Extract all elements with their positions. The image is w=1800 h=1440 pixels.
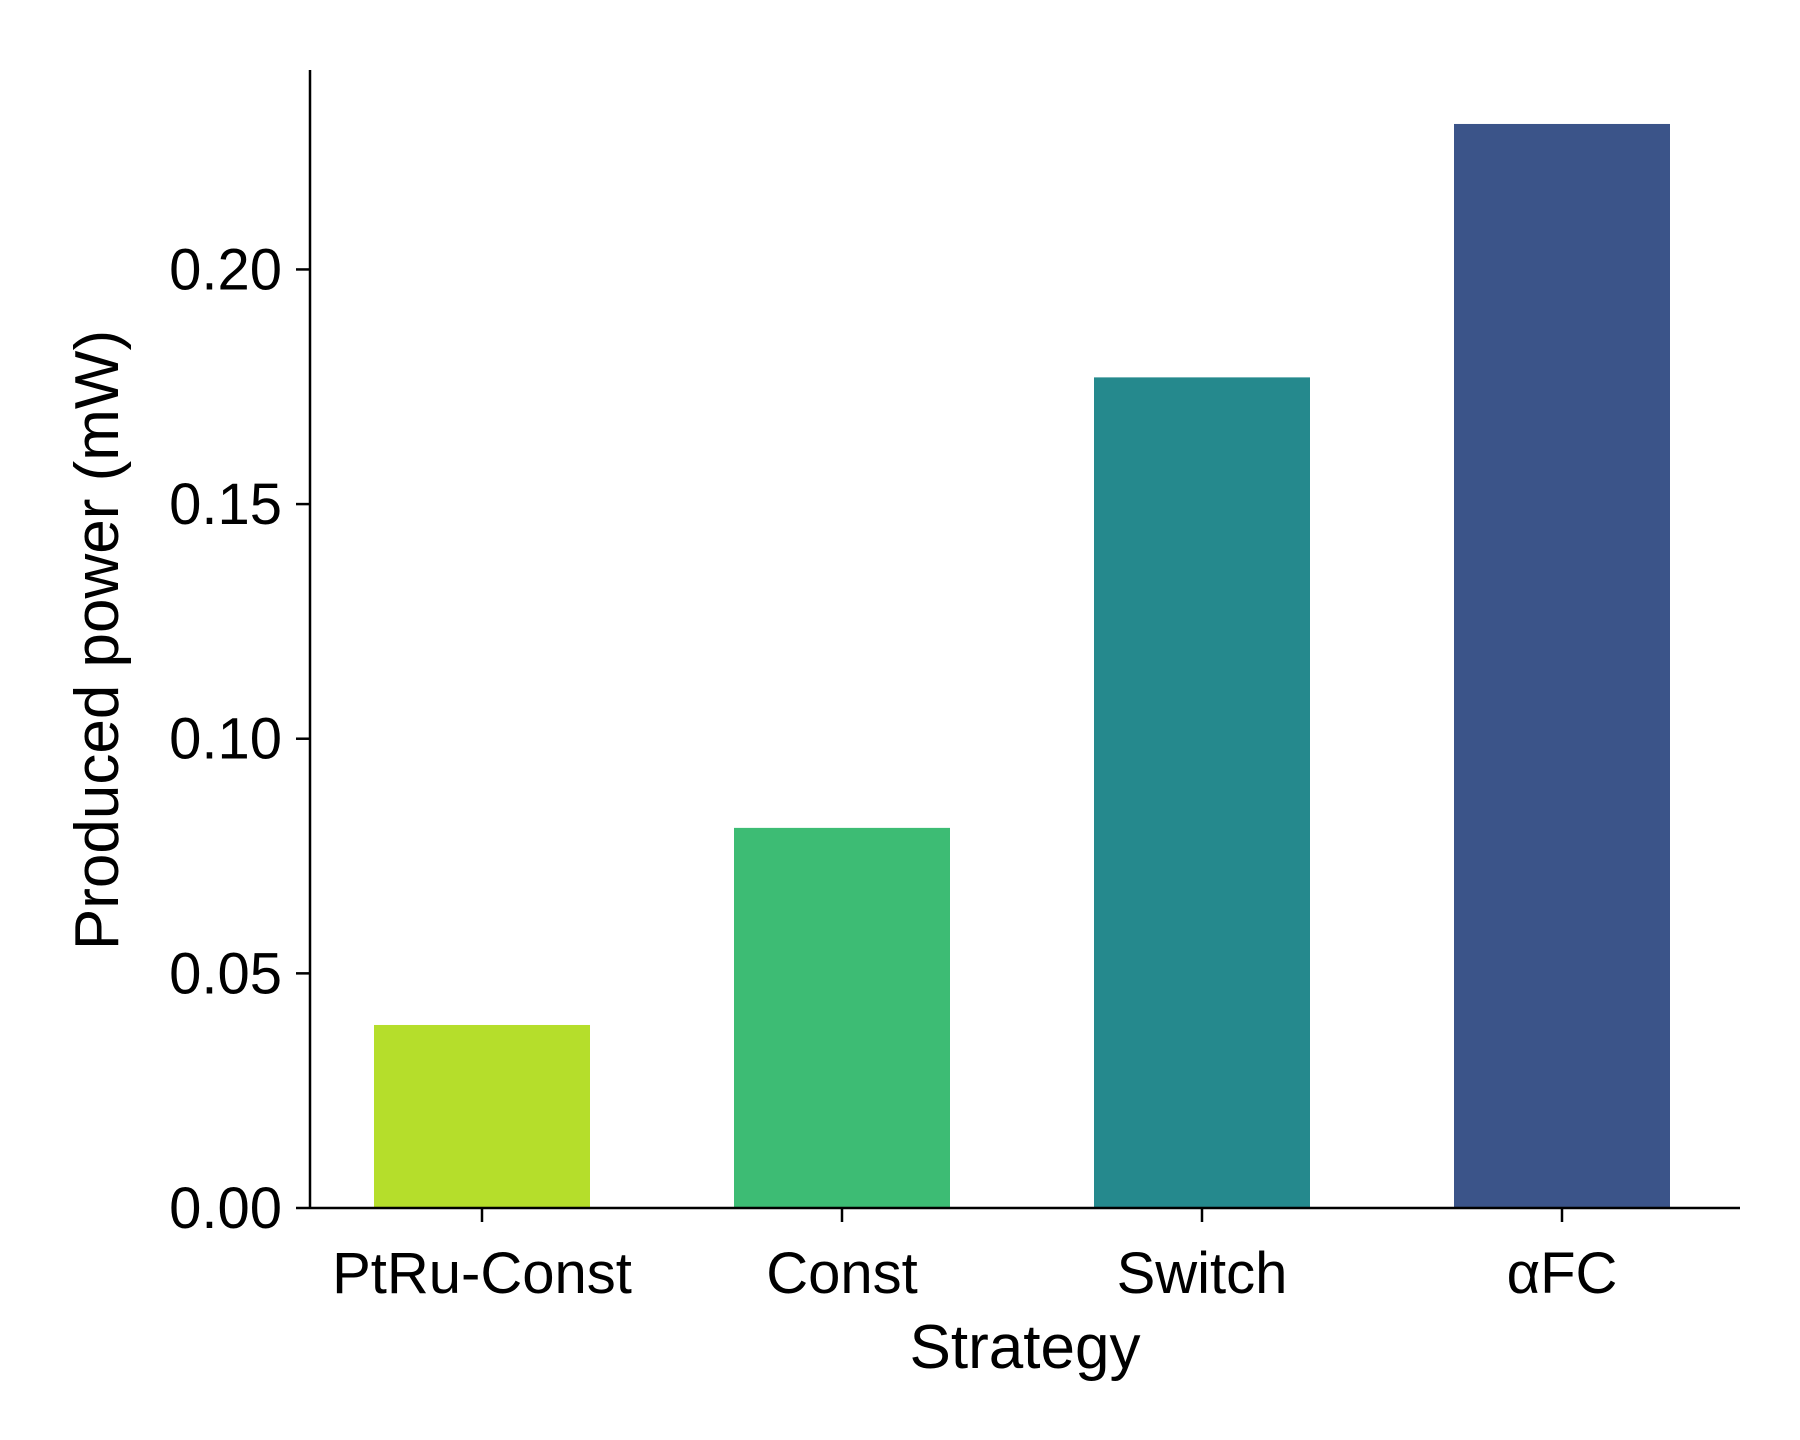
y-axis-ticks: 0.00 0.05 0.10 0.15 0.20 (169, 237, 310, 1241)
y-tick-label: 0.05 (169, 941, 282, 1006)
bar-2 (734, 827, 950, 1208)
bar-1 (374, 1024, 590, 1208)
x-axis-label: Strategy (910, 1313, 1141, 1382)
y-axis-label: Produced power (mW) (63, 330, 132, 950)
y-tick-label: 0.20 (169, 237, 282, 302)
x-tick-label: αFC (1507, 1241, 1618, 1306)
x-axis-ticks: PtRu-Const Const Switch αFC (332, 1208, 1617, 1306)
x-tick-label: PtRu-Const (332, 1241, 632, 1306)
bar-4 (1454, 123, 1670, 1208)
x-tick-label: Switch (1117, 1241, 1288, 1306)
y-tick-label: 0.00 (169, 1176, 282, 1241)
x-tick-label: Const (766, 1241, 918, 1306)
bar-3 (1094, 377, 1310, 1208)
y-tick-label: 0.15 (169, 472, 282, 537)
bars-group (374, 123, 1670, 1208)
y-tick-label: 0.10 (169, 707, 282, 772)
